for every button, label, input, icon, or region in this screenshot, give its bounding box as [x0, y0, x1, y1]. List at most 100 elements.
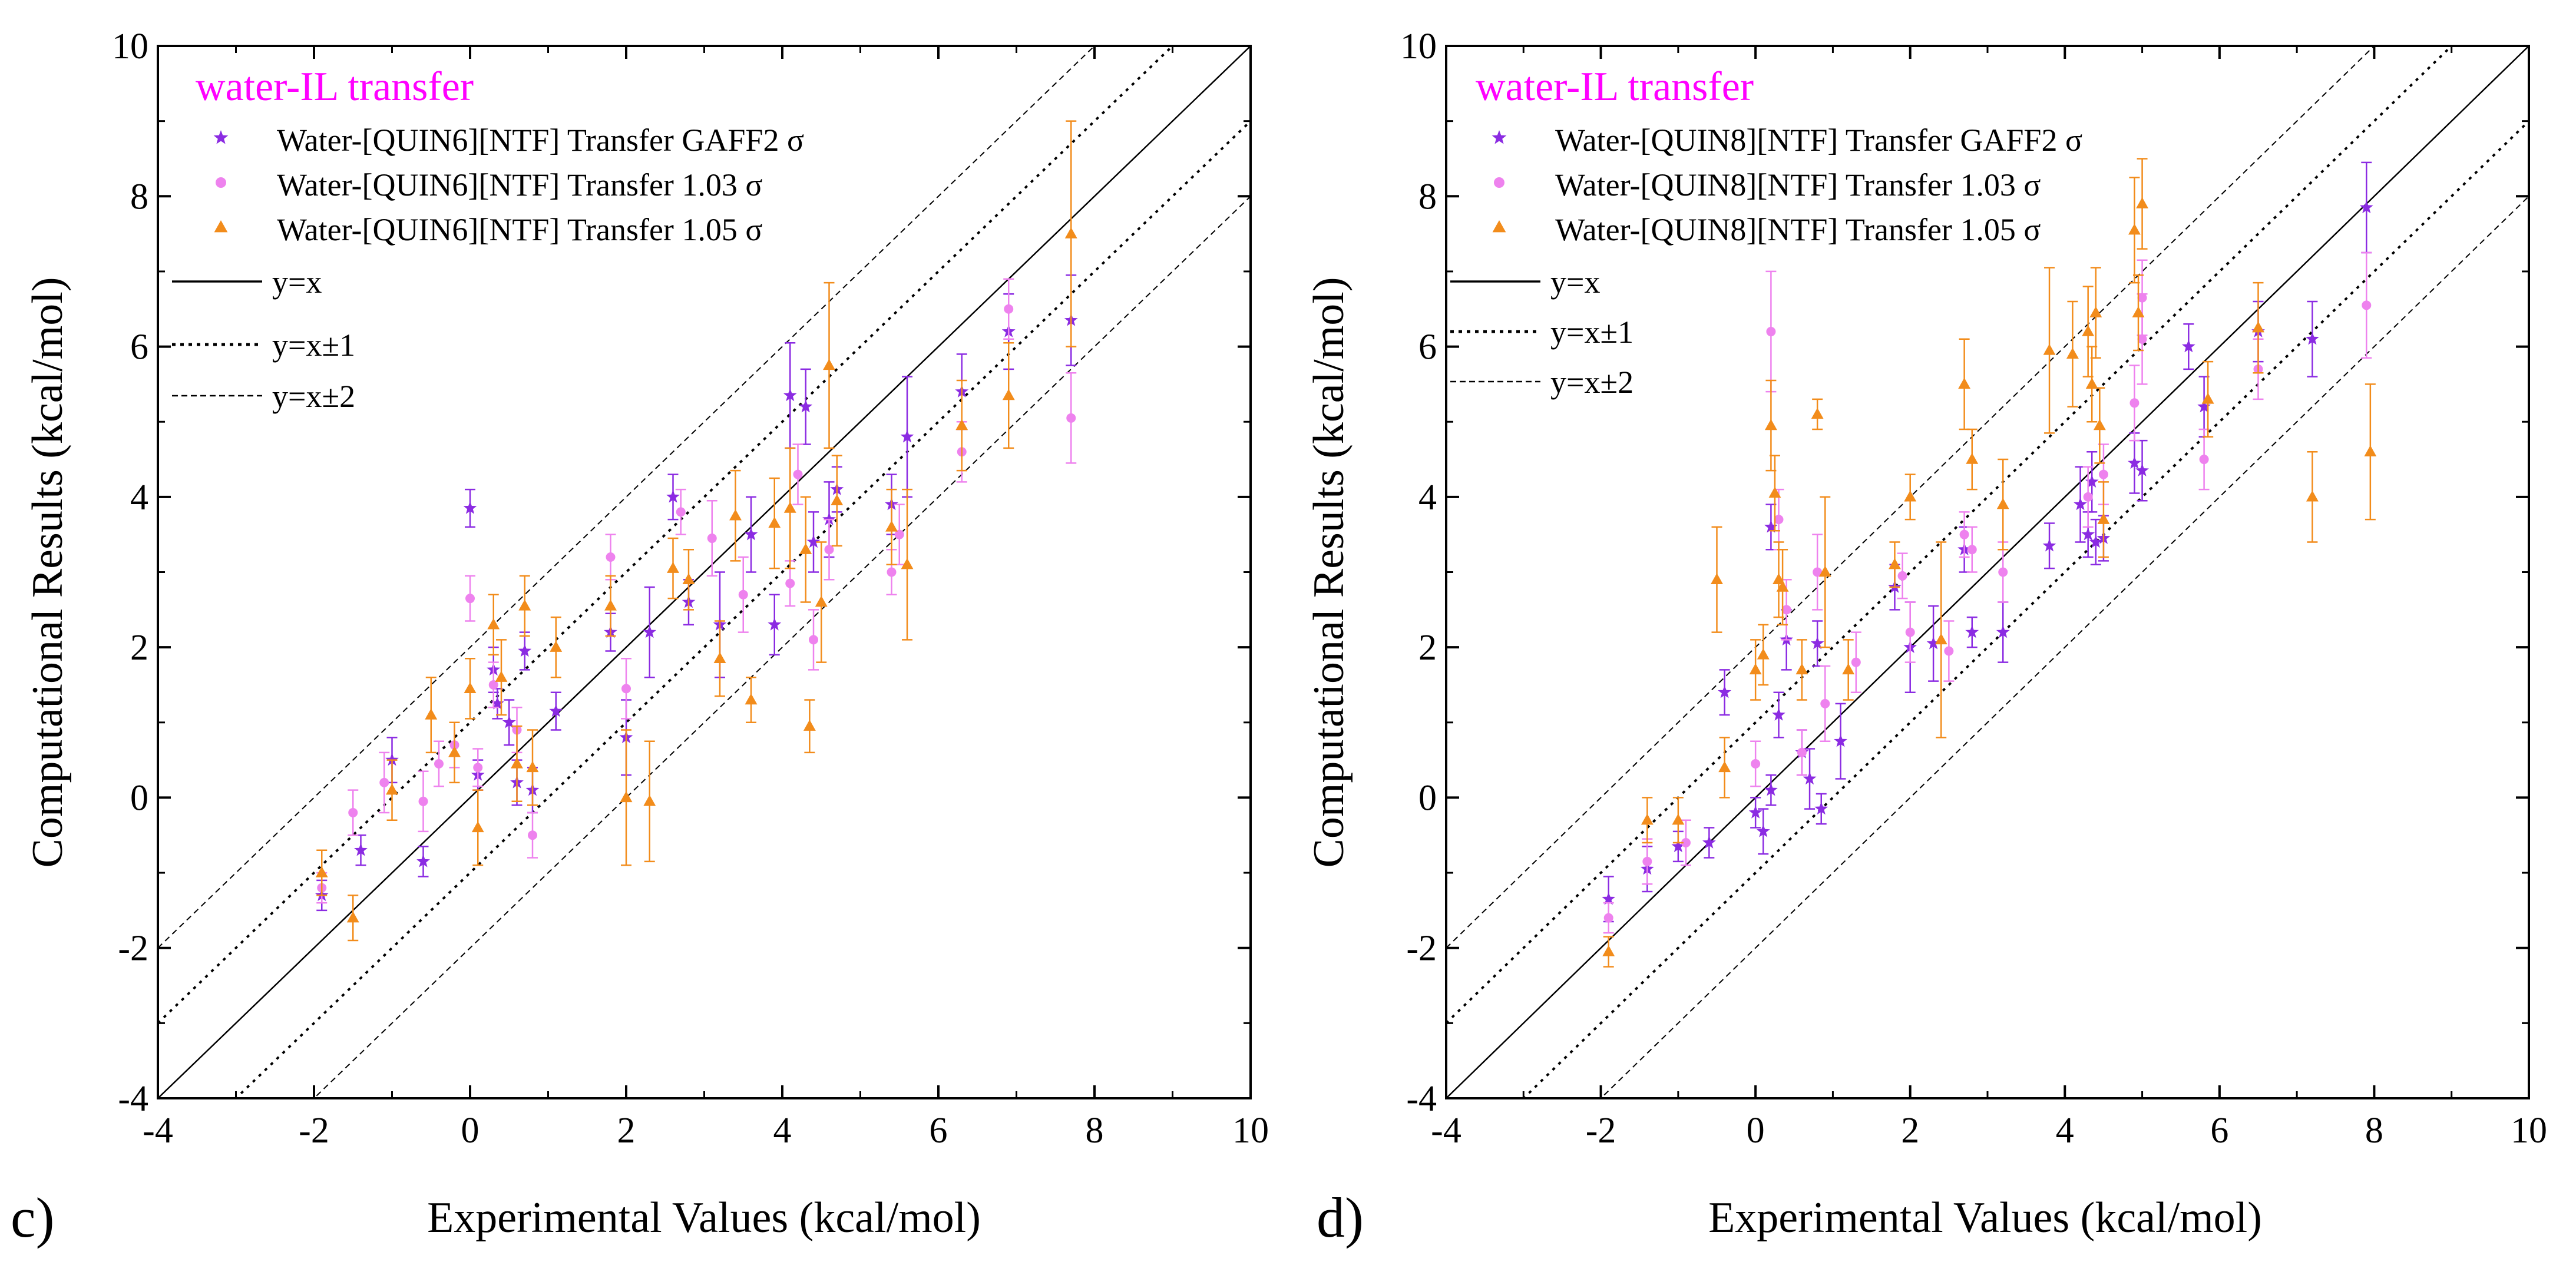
data-point	[831, 494, 844, 505]
data-point	[465, 594, 475, 604]
legend-label: y=x	[272, 264, 322, 300]
data-point	[1818, 565, 1831, 577]
data-point	[824, 545, 834, 555]
x-tick-label: 6	[930, 1111, 948, 1151]
y-tick-label: 2	[1418, 628, 1437, 668]
data-point	[1774, 515, 1784, 525]
data-point	[511, 757, 523, 769]
data-point	[2137, 293, 2147, 303]
data-point	[518, 599, 531, 611]
data-point	[643, 625, 657, 638]
data-point	[1904, 490, 1917, 502]
data-point	[768, 617, 782, 631]
legend: Water-[QUIN6][NTF] Transfer GAFF2 σ Wate…	[172, 122, 804, 414]
offset-minus-2-line	[1600, 196, 2529, 1098]
data-point	[2097, 513, 2110, 524]
panel-label: d)	[1317, 1186, 1364, 1249]
legend-label: y=x	[1550, 264, 1600, 300]
legend-item-yx2: y=x±2	[1450, 365, 1633, 400]
legend-item-yx: y=x	[172, 264, 322, 300]
data-point	[793, 469, 803, 479]
legend-label: Water-[QUIN8][NTF] Transfer 1.03 σ	[1555, 167, 2041, 203]
data-point	[1756, 824, 1770, 837]
data-point	[2128, 223, 2141, 235]
data-point	[799, 399, 813, 413]
identity-line	[158, 46, 1251, 1098]
data-point	[620, 791, 633, 803]
data-point	[1996, 498, 2009, 509]
x-axis-label: Experimental Values (kcal/mol)	[1708, 1194, 2262, 1242]
data-point	[491, 696, 504, 710]
data-point	[783, 388, 797, 402]
legend-item-gaff2: Water-[QUIN8][NTF] Transfer GAFF2 σ	[1492, 122, 2082, 158]
data-point	[2252, 321, 2264, 333]
legend-label: y=x±1	[272, 327, 355, 363]
y-tick-label: 6	[1418, 327, 1437, 367]
y-axis-label: Computational Results (kcal/mol)	[1305, 277, 1353, 868]
data-point	[2085, 475, 2099, 488]
axis-ticks: -4 -2 0 2 4 6 8 10 -4 -2 0 2 4 6 8 10	[1400, 27, 2547, 1151]
legend-marker-star	[213, 130, 229, 144]
data-point	[1926, 636, 1940, 650]
offset-plus-2-line	[158, 46, 1096, 949]
data-point	[1958, 377, 1971, 389]
offset-minus-1-line	[234, 120, 1251, 1098]
data-point	[901, 558, 914, 569]
data-point	[2082, 325, 2095, 336]
data-point	[803, 720, 816, 731]
legend-label: y=x±2	[272, 379, 355, 414]
data-point	[1004, 304, 1014, 314]
data-point	[783, 502, 796, 513]
data-point	[416, 854, 430, 867]
data-series	[315, 120, 1078, 942]
data-point	[729, 509, 742, 521]
data-point	[2199, 455, 2209, 465]
chart-panel-c: -4 -2 0 2 4 6 8 10 -4 -2 0 2 4 6 8 10 water-IL transfer…	[11, 27, 1269, 1249]
x-tick-label: -2	[299, 1111, 329, 1151]
legend-marker-triangle	[214, 220, 228, 233]
legend-item-yx1: y=x±1	[1450, 314, 1633, 350]
x-tick-label: 8	[2365, 1111, 2383, 1151]
panel-label: c)	[11, 1186, 55, 1249]
data-point	[1064, 227, 1077, 239]
data-point	[1935, 633, 1947, 645]
data-point	[1681, 838, 1691, 848]
data-point	[2043, 343, 2056, 355]
data-point	[1751, 758, 1761, 769]
data-point	[643, 794, 656, 806]
data-point	[1642, 856, 1652, 866]
data-point	[386, 783, 398, 795]
data-point	[488, 680, 498, 690]
data-point	[682, 573, 695, 584]
data-point	[1764, 519, 1778, 533]
data-point	[2042, 538, 2056, 552]
data-point	[2089, 306, 2102, 317]
data-point	[768, 516, 781, 528]
data-point	[1718, 685, 1731, 698]
data-point	[1781, 605, 1791, 615]
y-tick-label: -4	[118, 1079, 148, 1119]
legend-label: Water-[QUIN8][NTF] Transfer GAFF2 σ	[1555, 122, 2082, 158]
data-point	[1965, 625, 1979, 638]
legend-item-105: Water-[QUIN8][NTF] Transfer 1.05 σ	[1492, 212, 2041, 247]
series-105	[1602, 158, 2377, 968]
legend-title: water-IL transfer	[196, 64, 474, 110]
data-point	[448, 746, 461, 757]
data-point	[806, 535, 821, 548]
y-tick-label: 2	[130, 628, 148, 668]
x-tick-label: -4	[143, 1111, 173, 1151]
data-point	[1851, 657, 1861, 667]
data-point	[667, 562, 679, 573]
data-point	[1842, 663, 1855, 675]
data-point	[1795, 663, 1808, 675]
offset-plus-2-line	[1446, 46, 2375, 949]
data-point	[2306, 332, 2319, 345]
data-point	[2129, 398, 2139, 408]
data-point	[1813, 567, 1823, 577]
data-point	[1967, 545, 1977, 555]
x-tick-label: 10	[1232, 1111, 1269, 1151]
data-point	[2128, 456, 2141, 469]
data-point	[1773, 573, 1785, 584]
data-point	[666, 489, 680, 503]
data-point	[2181, 339, 2195, 353]
